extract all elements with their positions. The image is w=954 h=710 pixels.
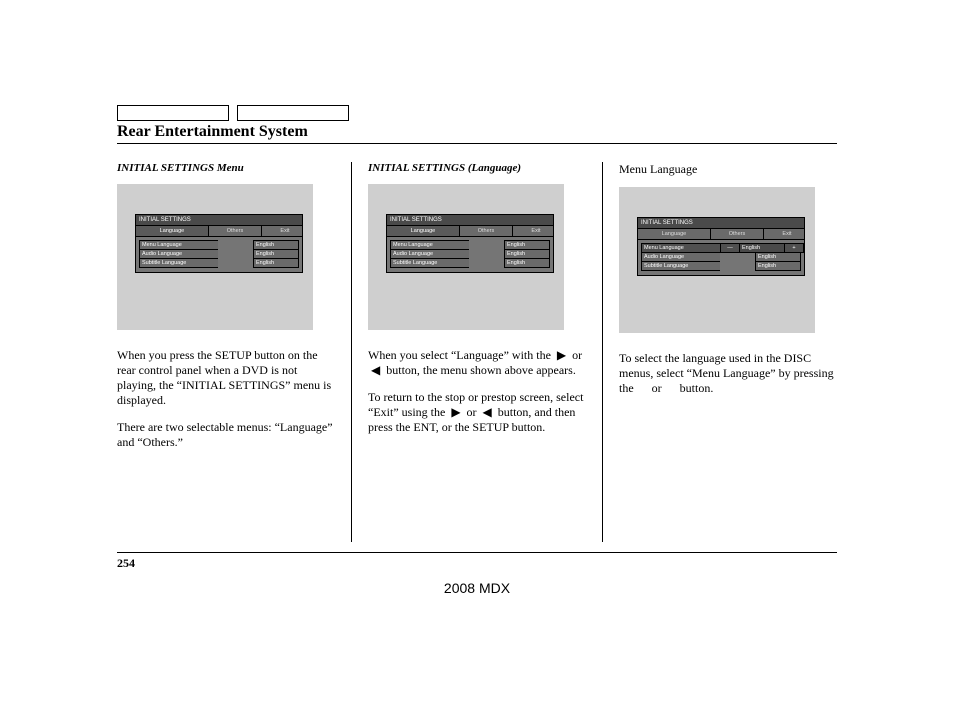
tab-language: Language (387, 226, 460, 236)
menu-body-1: Menu Language English Audio Language Eng… (136, 236, 302, 272)
menu-row: Audio Language English (641, 253, 801, 262)
triangle-right-icon: + (785, 243, 804, 253)
column-1-body: When you press the SETUP button on the r… (117, 348, 335, 450)
menu-title-2: INITIAL SETTINGS (387, 215, 553, 225)
content-columns: INITIAL SETTINGS Menu INITIAL SETTINGS L… (117, 162, 837, 542)
menu-row: Audio Language English (139, 250, 299, 259)
row-label: Subtitle Language (641, 262, 720, 271)
row-label: Subtitle Language (139, 259, 218, 268)
row-label: Audio Language (390, 250, 469, 259)
header-placeholder-boxes (117, 105, 837, 121)
header-box-2 (237, 105, 349, 121)
column-3-body: To select the language used in the DISC … (619, 351, 837, 396)
tab-others: Others (460, 226, 513, 236)
row-value: English (504, 259, 550, 268)
row-label: Menu Language (641, 243, 720, 253)
row-value: English (504, 250, 550, 259)
row-value: English (504, 240, 550, 250)
triangle-left-icon: — (720, 243, 739, 253)
paragraph: To select the language used in the DISC … (619, 351, 837, 396)
menu-row: Audio Language English (390, 250, 550, 259)
tab-row-2: Language Others Exit (387, 225, 553, 236)
tab-others: Others (209, 226, 262, 236)
paragraph: There are two selectable menus: “Languag… (117, 420, 335, 450)
screen-1: INITIAL SETTINGS Language Others Exit Me… (117, 184, 313, 330)
header-box-1 (117, 105, 229, 121)
screen-3: INITIAL SETTINGS Language Others Exit Me… (619, 187, 815, 333)
row-value: English (253, 240, 299, 250)
column-2-heading: INITIAL SETTINGS (Language) (368, 162, 586, 174)
row-value: English (253, 259, 299, 268)
menu-title-1: INITIAL SETTINGS (136, 215, 302, 225)
row-label: Audio Language (641, 253, 720, 262)
paragraph: To return to the stop or prestop screen,… (368, 390, 586, 435)
row-value: English (253, 250, 299, 259)
menu-title-3: INITIAL SETTINGS (638, 218, 804, 228)
tab-others: Others (711, 229, 764, 239)
footer-model: 2008 MDX (0, 580, 954, 596)
menu-body-2: Menu Language English Audio Language Eng… (387, 236, 553, 272)
menu-row: Menu Language English (390, 240, 550, 250)
column-3-heading: Menu Language (619, 162, 837, 177)
page-number: 254 (117, 552, 837, 571)
row-value: English (739, 243, 785, 253)
row-value: English (755, 253, 801, 262)
column-2-body: When you select “Language” with the ▶ or… (368, 348, 586, 435)
menu-row: Menu Language — English + (641, 243, 801, 253)
tab-language: Language (136, 226, 209, 236)
menu-row: Subtitle Language English (139, 259, 299, 268)
row-label: Menu Language (139, 240, 218, 250)
menu-row: Menu Language English (139, 240, 299, 250)
paragraph: When you press the SETUP button on the r… (117, 348, 335, 408)
menu-body-3: Menu Language — English + Audio Language… (638, 239, 804, 275)
column-3: Menu Language INITIAL SETTINGS Language … (619, 162, 837, 542)
row-value: English (755, 262, 801, 271)
tab-row-1: Language Others Exit (136, 225, 302, 236)
column-2: INITIAL SETTINGS (Language) INITIAL SETT… (368, 162, 603, 542)
tab-exit: Exit (770, 229, 804, 239)
menu-window-3: INITIAL SETTINGS Language Others Exit Me… (637, 217, 805, 276)
column-1-heading: INITIAL SETTINGS Menu (117, 162, 335, 174)
row-label: Menu Language (390, 240, 469, 250)
menu-row: Subtitle Language English (390, 259, 550, 268)
section-title: Rear Entertainment System (117, 123, 837, 144)
column-1: INITIAL SETTINGS Menu INITIAL SETTINGS L… (117, 162, 352, 542)
tab-exit: Exit (519, 226, 553, 236)
tab-exit: Exit (268, 226, 302, 236)
manual-page: Rear Entertainment System INITIAL SETTIN… (117, 105, 837, 542)
row-label: Subtitle Language (390, 259, 469, 268)
paragraph: When you select “Language” with the ▶ or… (368, 348, 586, 378)
screen-2: INITIAL SETTINGS Language Others Exit Me… (368, 184, 564, 330)
menu-window-2: INITIAL SETTINGS Language Others Exit Me… (386, 214, 554, 273)
menu-row: Subtitle Language English (641, 262, 801, 271)
tab-row-3: Language Others Exit (638, 228, 804, 239)
menu-window-1: INITIAL SETTINGS Language Others Exit Me… (135, 214, 303, 273)
row-label: Audio Language (139, 250, 218, 259)
tab-language: Language (638, 229, 711, 239)
